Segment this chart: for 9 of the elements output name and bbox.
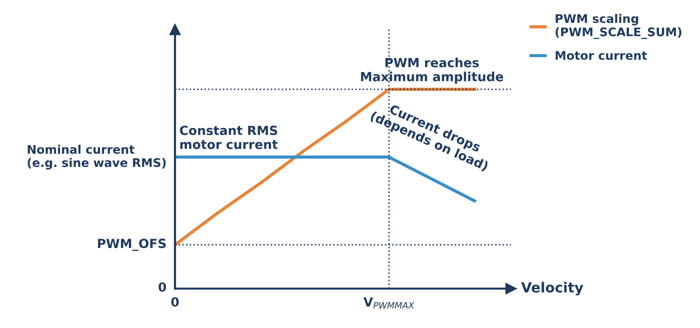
legend-label: PWM scaling (PWM_SCALE_SUM) (556, 14, 682, 39)
legend-label: Motor current (556, 51, 648, 60)
x-tick-label: V$_{PWMMAX}$ (363, 297, 414, 309)
annotation: Nominal current (e.g. sine wave RMS) (28, 144, 166, 170)
x-axis-title: Velocity (521, 282, 584, 296)
text: 0 (158, 282, 166, 292)
ref-line-label: PWM_OFS (98, 238, 166, 251)
annotation: PWM reaches Maximum amplitude (361, 58, 504, 84)
annotation: Constant RMS motor current (180, 126, 278, 150)
